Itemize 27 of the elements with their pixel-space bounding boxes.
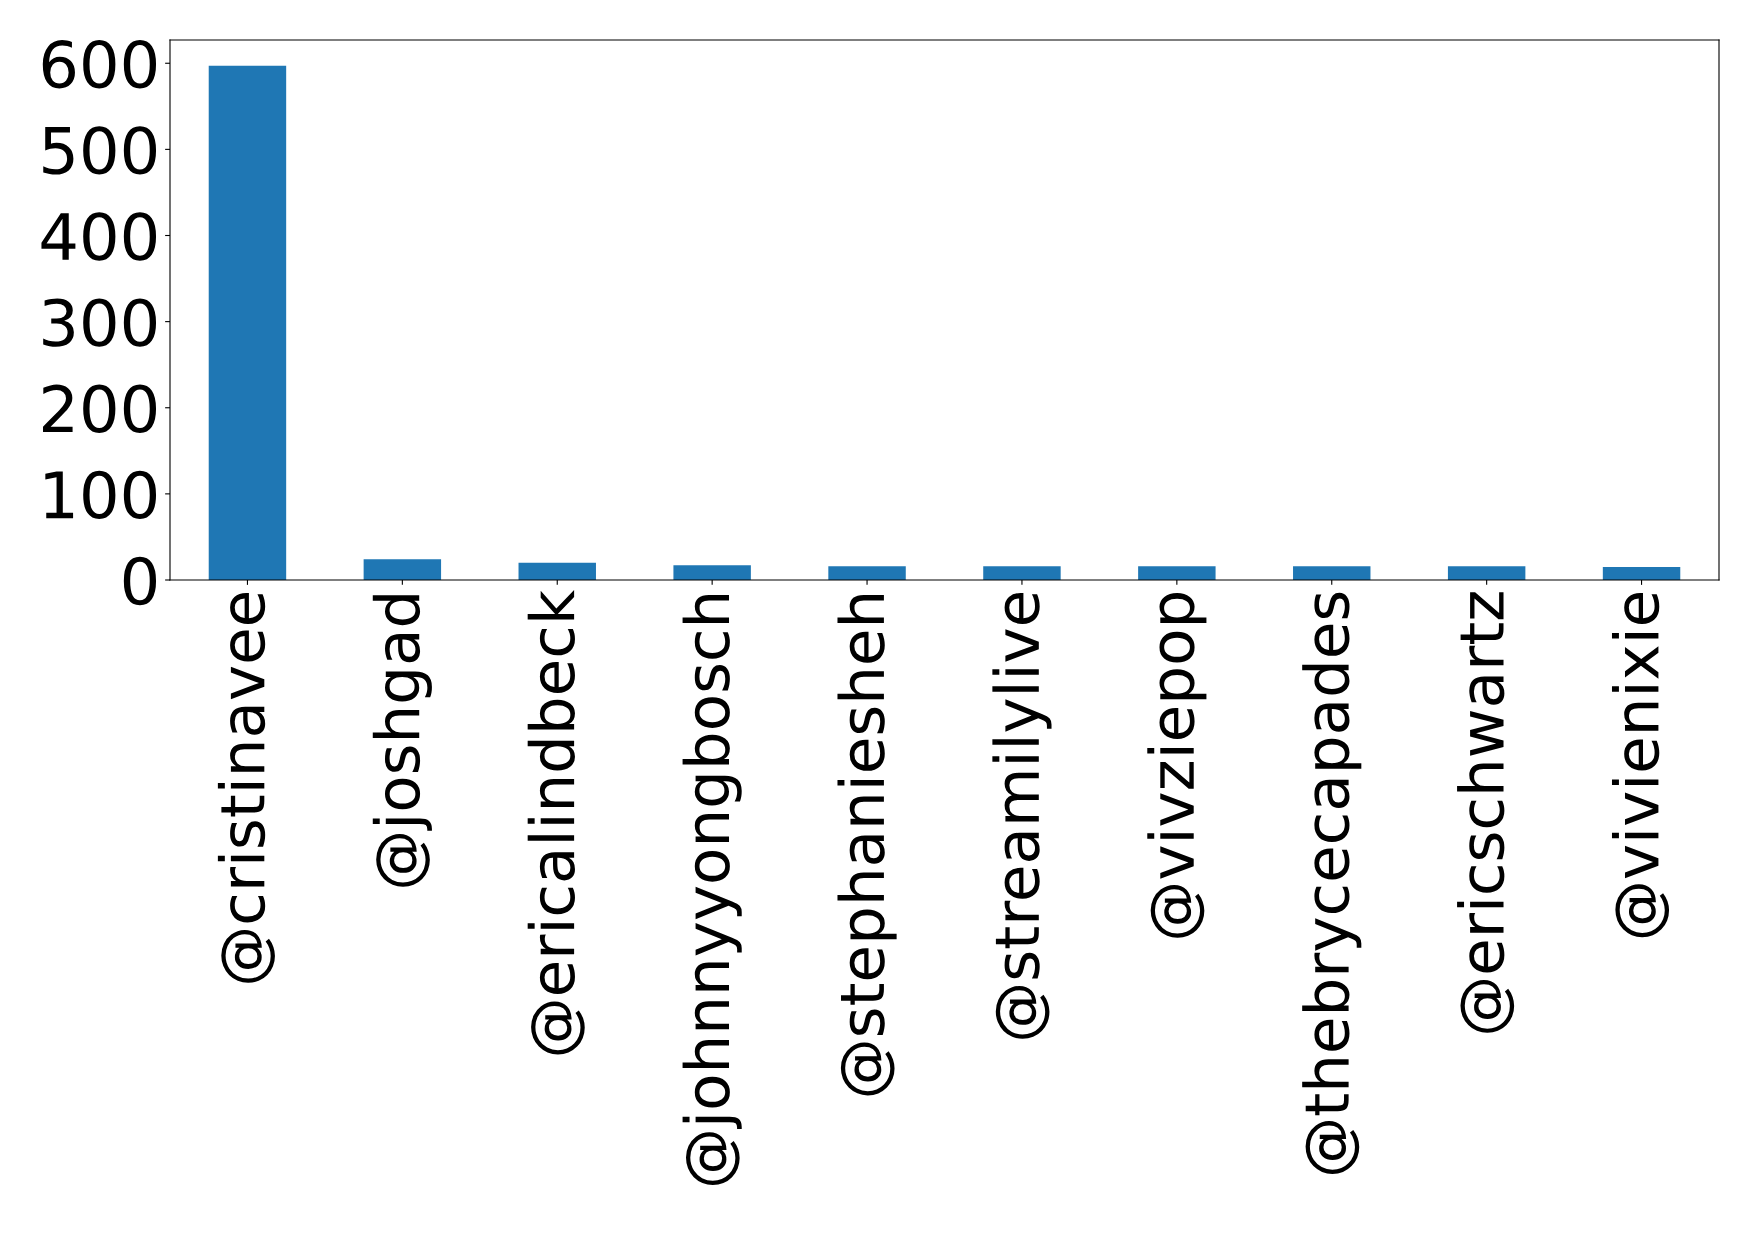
- x-tick-label: @thebrycecapades: [1302, 592, 1362, 1174]
- y-tick-label: 600: [42, 40, 157, 89]
- x-tick-label: @stephaniesheh: [837, 594, 897, 1096]
- bar: [1138, 566, 1216, 580]
- y-tick-label: 200: [43, 384, 157, 433]
- bar: [1447, 566, 1526, 580]
- x-tick-label: @joshgad: [372, 595, 432, 887]
- y-tick-label: 0: [123, 556, 157, 606]
- x-tick-label: @ericalindbeck: [527, 589, 585, 1055]
- y-tick-label: 500: [43, 126, 157, 175]
- bar: [828, 566, 906, 580]
- bar: [1602, 567, 1681, 580]
- x-tick-label: @ericschwartz: [1457, 592, 1515, 1033]
- x-tick-label: @johnnyyongbosch: [682, 594, 742, 1185]
- bar: [983, 566, 1061, 580]
- bar: [518, 562, 596, 580]
- bar: [363, 559, 442, 580]
- bar: [673, 565, 751, 580]
- x-tick-label: @vivienixie: [1611, 592, 1670, 938]
- x-tick-label: @vivziepop: [1147, 593, 1207, 938]
- bar: [208, 65, 287, 580]
- x-tick-label: @cristinavee: [217, 592, 275, 983]
- y-tick-label: 300: [43, 298, 157, 347]
- y-tick-label: 400: [41, 212, 157, 261]
- bar: [1293, 566, 1371, 580]
- y-tick-label: 100: [45, 470, 157, 520]
- x-tick-label: @streamilylive: [992, 592, 1052, 1039]
